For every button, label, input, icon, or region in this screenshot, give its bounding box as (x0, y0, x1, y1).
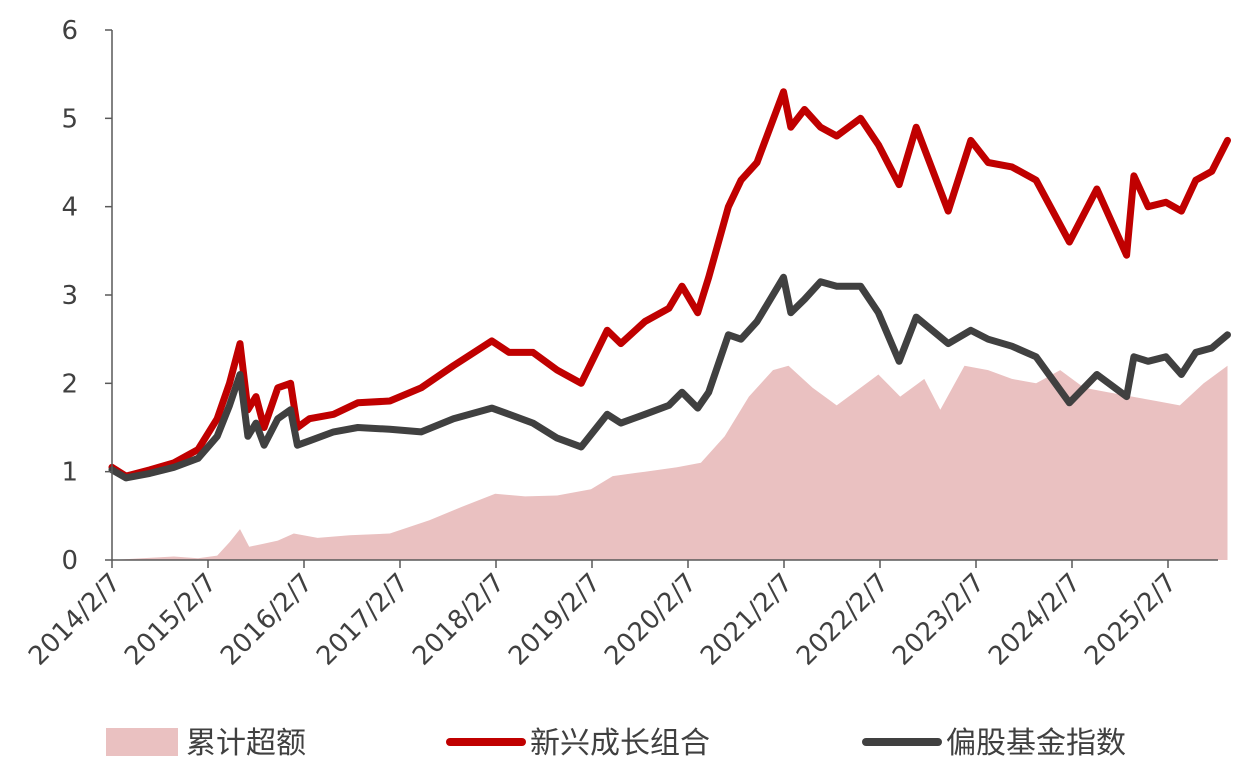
x-tick-label: 2025/2/7 (1079, 568, 1183, 672)
legend-item-equity-fund-index: 偏股基金指数 (862, 726, 1126, 761)
series-line-equity-fund-index (108, 273, 1231, 482)
legend-label: 新兴成长组合 (530, 726, 710, 761)
x-tick-label: 2023/2/7 (887, 568, 991, 672)
x-tick-label: 2020/2/7 (599, 568, 703, 672)
y-tick-label: 1 (61, 458, 78, 488)
legend-label: 累计超额 (186, 726, 306, 761)
x-tick-label: 2022/2/7 (791, 568, 895, 672)
legend-label: 偏股基金指数 (946, 726, 1126, 761)
x-tick-label: 2016/2/7 (215, 568, 319, 672)
y-tick-label: 3 (61, 281, 78, 311)
x-tick-label: 2015/2/7 (119, 568, 223, 672)
legend: 累计超额 新兴成长组合 偏股基金指数 (106, 726, 1126, 761)
x-axis: 2014/2/72015/2/72016/2/72017/2/72018/2/7… (23, 559, 1218, 672)
plot-area (108, 88, 1231, 560)
series-line-emerging-growth (108, 88, 1231, 480)
x-tick-label: 2014/2/7 (23, 568, 127, 672)
y-tick-label: 5 (61, 104, 78, 134)
legend-item-emerging-growth: 新兴成长组合 (446, 726, 710, 761)
legend-item-excess-return: 累计超额 (106, 726, 306, 761)
x-tick-label: 2018/2/7 (407, 568, 511, 672)
x-tick-label: 2024/2/7 (983, 568, 1087, 672)
legend-swatch (106, 728, 178, 756)
series-area-excess-return (112, 365, 1228, 560)
y-tick-label: 2 (61, 369, 78, 399)
y-tick-label: 6 (61, 16, 78, 46)
x-tick-label: 2017/2/7 (311, 568, 415, 672)
x-tick-label: 2021/2/7 (695, 568, 799, 672)
y-axis: 0 1 2 3 4 5 6 (61, 16, 113, 576)
x-tick-label: 2019/2/7 (503, 568, 607, 672)
y-tick-label: 0 (61, 546, 78, 576)
y-tick-label: 4 (61, 193, 78, 223)
